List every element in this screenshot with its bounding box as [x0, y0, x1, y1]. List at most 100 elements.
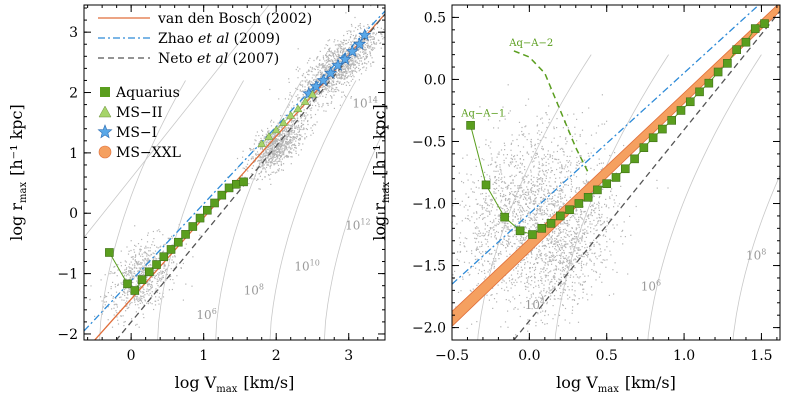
halo-point	[320, 73, 322, 75]
halo-point	[460, 290, 462, 292]
halo-point	[553, 128, 555, 130]
halo-point	[327, 102, 329, 105]
halo-point	[327, 85, 329, 88]
halo-point	[566, 155, 568, 157]
halo-point	[328, 80, 330, 82]
halo-point	[511, 182, 513, 184]
halo-point	[603, 234, 605, 236]
halo-point	[284, 139, 286, 141]
halo-point	[549, 271, 551, 273]
halo-point	[345, 39, 347, 41]
halo-point	[544, 254, 546, 256]
halo-point	[507, 186, 509, 188]
halo-point	[577, 256, 579, 258]
halo-point	[574, 235, 576, 238]
halo-point	[264, 142, 266, 144]
halo-point	[278, 144, 281, 146]
halo-point	[556, 201, 558, 203]
halo-point	[112, 297, 114, 299]
halo-point	[484, 260, 486, 262]
halo-point	[139, 283, 141, 286]
halo-point	[486, 231, 488, 233]
halo-point	[458, 260, 460, 262]
halo-point	[536, 247, 538, 249]
halo-point	[564, 138, 567, 140]
halo-point	[352, 70, 354, 72]
halo-point	[536, 125, 538, 127]
halo-point	[330, 60, 332, 62]
halo-point	[138, 270, 141, 272]
halo-point	[328, 39, 331, 41]
halo-point	[149, 284, 151, 286]
halo-point	[583, 233, 585, 235]
halo-point	[161, 271, 163, 273]
halo-point	[372, 36, 374, 38]
halo-point	[335, 54, 337, 56]
halo-point	[549, 155, 551, 157]
halo-point	[339, 61, 341, 63]
halo-point	[117, 284, 119, 286]
halo-point	[507, 228, 509, 230]
halo-point	[476, 284, 478, 286]
halo-point	[310, 116, 313, 118]
halo-point	[362, 40, 364, 42]
halo-point	[139, 297, 141, 299]
halo-point	[552, 204, 554, 206]
halo-point	[320, 93, 322, 95]
halo-point	[493, 181, 496, 183]
halo-point	[493, 219, 495, 221]
halo-point	[274, 135, 276, 137]
halo-point	[497, 253, 499, 255]
halo-point	[562, 148, 564, 150]
halo-point	[123, 272, 125, 274]
halo-point	[264, 168, 266, 170]
halo-point	[514, 234, 516, 236]
halo-point	[348, 39, 350, 41]
halo-point	[146, 293, 148, 295]
halo-point	[154, 257, 156, 259]
halo-point	[560, 171, 563, 173]
halo-point	[151, 291, 153, 293]
halo-point	[117, 283, 119, 285]
halo-point	[541, 147, 543, 150]
halo-point	[437, 214, 438, 215]
halo-point	[571, 227, 573, 229]
halo-point	[570, 183, 572, 185]
halo-point	[163, 272, 165, 274]
halo-point	[567, 257, 569, 259]
halo-point	[485, 195, 487, 198]
halo-point	[530, 179, 532, 181]
halo-point	[365, 69, 367, 71]
halo-point	[358, 54, 360, 56]
halo-point	[495, 197, 497, 199]
halo-point	[538, 188, 540, 190]
halo-point	[330, 55, 332, 57]
halo-point	[274, 138, 276, 140]
halo-point	[325, 96, 327, 98]
halo-point	[344, 67, 346, 70]
halo-point	[324, 66, 326, 68]
halo-point	[321, 63, 323, 65]
halo-point	[338, 75, 340, 77]
halo-point	[527, 277, 529, 279]
halo-point	[599, 220, 602, 222]
halo-point	[583, 182, 585, 184]
halo-point	[314, 90, 316, 92]
halo-point	[570, 248, 572, 250]
halo-point	[371, 43, 373, 45]
halo-point	[561, 147, 563, 149]
halo-point	[601, 262, 603, 264]
halo-point	[543, 284, 545, 286]
halo-point	[340, 47, 342, 49]
halo-point	[524, 181, 526, 183]
halo-point	[322, 86, 324, 88]
halo-point	[285, 155, 287, 157]
halo-point	[476, 203, 478, 205]
halo-point	[535, 219, 537, 221]
halo-point	[133, 272, 135, 274]
halo-point	[510, 149, 512, 151]
halo-point	[544, 170, 547, 172]
halo-point	[496, 230, 498, 233]
halo-point	[505, 299, 507, 301]
halo-point	[144, 251, 146, 253]
